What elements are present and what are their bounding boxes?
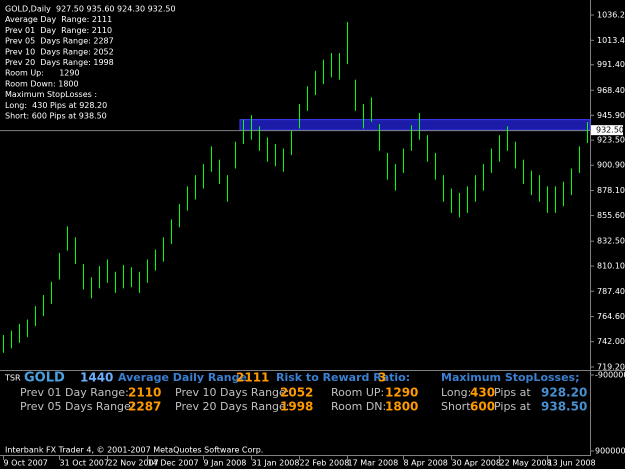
- info-line: Prev 01 Day Range: 2110: [5, 26, 112, 35]
- y-tick-label: 991.40: [597, 60, 625, 69]
- panel-value: 3: [378, 371, 386, 385]
- panel-value: 1290: [385, 386, 418, 400]
- info-line: Room Down: 1800: [5, 79, 79, 88]
- panel-value: 2110: [128, 386, 161, 400]
- info-line: Prev 20 Days Range: 1998: [5, 58, 114, 67]
- panel-label: Prev 05 Days Range:: [20, 400, 135, 413]
- x-tick-label: 8 Apr 2008: [404, 459, 448, 468]
- x-tick-label: 31 Jan 2008: [252, 459, 300, 468]
- panel-heading: Risk to Reward Ratio:: [276, 371, 410, 384]
- y2-tick-label: -9000000: [595, 371, 625, 380]
- panel-label: Prev 01 Day Range:: [20, 386, 129, 399]
- x-tick-label: 22 Nov 2007: [108, 459, 159, 468]
- x-tick-label: 9 Oct 2007: [4, 459, 48, 468]
- panel-value: 600: [470, 400, 495, 414]
- y-tick-label: 900.90: [597, 161, 625, 170]
- info-line: GOLD,Daily 927.50 935.60 924.30 932.50: [5, 5, 176, 14]
- panel-value: 1998: [280, 400, 313, 414]
- x-tick-label: 13 Jun 2008: [548, 459, 596, 468]
- y2-tick-label: 9000000: [595, 447, 625, 456]
- y-tick-label: 923.50: [597, 136, 625, 145]
- info-line: Prev 10 Days Range: 2052: [5, 47, 114, 56]
- last-price-box: [591, 125, 623, 136]
- panel-value: 938.50: [541, 400, 587, 414]
- y-tick-label: 810.10: [597, 262, 625, 271]
- info-line: Long: 430 Pips at 928.20: [5, 101, 107, 110]
- panel-label: Pips at: [494, 400, 531, 413]
- panel-label: Pips at: [494, 386, 531, 399]
- panel-label: Room UP:: [331, 386, 384, 399]
- y-tick-label: 878.10: [597, 186, 625, 195]
- panel-label: Prev 10 Days Range:: [175, 386, 290, 399]
- panel-value: 1800: [385, 400, 418, 414]
- y-tick-label: 855.60: [597, 211, 625, 220]
- x-tick-label: 22 Feb 2008: [300, 459, 350, 468]
- last-price-label: 932.50: [596, 126, 624, 135]
- panel-value: 2111: [236, 371, 269, 385]
- panel-heading: Average Daily Range:: [118, 371, 251, 384]
- panel-value: 2052: [280, 386, 313, 400]
- y-tick-label: 787.40: [597, 287, 625, 296]
- panel-label: Short:: [441, 400, 474, 413]
- x-tick-label: 14 Dec 2007: [148, 459, 199, 468]
- y-tick-label: 968.40: [597, 86, 625, 95]
- panel-value: 2287: [128, 400, 161, 414]
- x-tick-label: 9 Jan 2008: [204, 459, 247, 468]
- info-line: Average Day Range: 2111: [5, 15, 112, 24]
- x-tick-label: 22 May 2008: [500, 459, 552, 468]
- info-line: Prev 05 Days Range: 2287: [5, 37, 114, 46]
- panel-label: TSR: [4, 374, 21, 383]
- y-tick-label: 945.90: [597, 111, 625, 120]
- panel-label: Room DN:: [331, 400, 386, 413]
- footer: Interbank FX Trader 4, © 2001-2007 MetaQ…: [5, 446, 263, 455]
- x-tick-label: 30 Apr 2008: [452, 459, 501, 468]
- panel-heading: Maximum StopLosses;: [441, 371, 580, 384]
- y-tick-label: 1013.40: [597, 36, 625, 45]
- price-zone: [239, 119, 591, 131]
- info-line: Room Up: 1290: [5, 69, 80, 78]
- y-tick-label: 742.00: [597, 337, 625, 346]
- y-tick-label: 1036.20: [597, 11, 625, 20]
- y-tick-label: 832.50: [597, 237, 625, 246]
- info-line: Short: 600 Pips at 938.50: [5, 112, 107, 121]
- panel-value: 928.20: [541, 386, 587, 400]
- panel-value: 1440: [80, 371, 113, 385]
- symbol: GOLD: [24, 371, 65, 386]
- panel-label: Long:: [441, 386, 471, 399]
- panel-label: Prev 20 Days Range:: [175, 400, 290, 413]
- x-tick-label: 17 Mar 2008: [348, 459, 399, 468]
- x-tick-label: 31 Oct 2007: [60, 459, 109, 468]
- y-tick-label: 764.60: [597, 312, 625, 321]
- panel-value: 430: [470, 386, 495, 400]
- y-tick-label: 719.20: [597, 363, 625, 372]
- info-block: GOLD,Daily 927.50 935.60 924.30 932.50Av…: [5, 5, 176, 121]
- info-line: Maximum StopLosses :: [5, 90, 97, 99]
